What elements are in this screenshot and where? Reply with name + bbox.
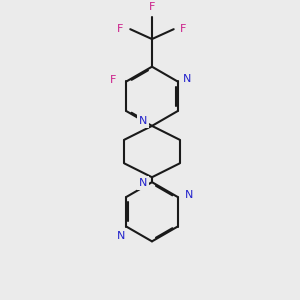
Text: F: F [149,2,155,13]
Text: N: N [185,190,194,200]
Text: F: F [110,74,117,85]
Text: F: F [117,24,124,34]
Text: N: N [183,74,192,83]
Text: N: N [139,178,147,188]
Text: F: F [180,24,187,34]
Text: N: N [139,116,147,126]
Text: N: N [117,231,126,242]
